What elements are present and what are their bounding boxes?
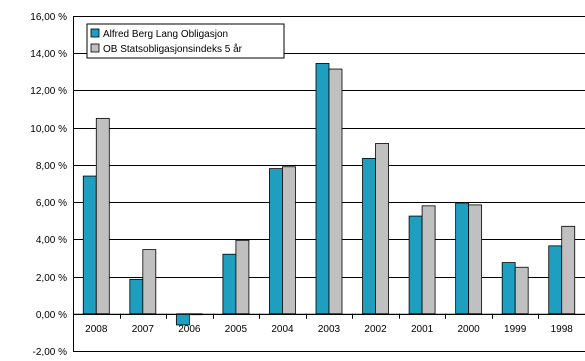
legend-label-series-2: OB Statsobligasjonsindeks 5 år bbox=[103, 43, 243, 55]
bar bbox=[315, 63, 330, 315]
x-tick-label: 2006 bbox=[178, 324, 201, 335]
bars-layer bbox=[82, 63, 576, 326]
y-tick-label: 6,00 % bbox=[36, 198, 67, 209]
x-tick-label: 1998 bbox=[551, 324, 574, 335]
y-tick-label: -2,00 % bbox=[33, 347, 68, 356]
y-tick-label: 8,00 % bbox=[36, 161, 67, 172]
bar bbox=[514, 266, 529, 315]
x-tick-label: 2002 bbox=[364, 324, 387, 335]
bar bbox=[408, 215, 423, 315]
x-tick-label: 2007 bbox=[132, 324, 155, 335]
bar bbox=[282, 166, 296, 315]
bar bbox=[548, 245, 563, 315]
y-tick-label: 4,00 % bbox=[36, 235, 67, 246]
x-tick-label: 2005 bbox=[225, 324, 248, 335]
legend-label-series-1: Alfred Berg Lang Obligasjon bbox=[103, 29, 228, 40]
bar bbox=[82, 175, 97, 315]
axis-layer: -2,00 % 0,00 % 2,00 % 4,00 % 6,00 % 8,00 % 10,… bbox=[30, 12, 585, 358]
bar bbox=[129, 278, 144, 315]
bar bbox=[421, 205, 436, 315]
bar bbox=[501, 262, 516, 315]
x-tick-label: 2004 bbox=[271, 324, 294, 335]
x-tick-label: 2000 bbox=[458, 324, 481, 335]
bar bbox=[455, 202, 470, 315]
bar bbox=[362, 157, 376, 315]
bar bbox=[468, 204, 483, 315]
legend-swatch-series-2 bbox=[90, 43, 100, 53]
y-tick-label: 0,00 % bbox=[36, 310, 67, 321]
bar bbox=[328, 68, 343, 315]
legend: Alfred Berg Lang Obligasjon OB Statsobli… bbox=[86, 23, 285, 59]
bar bbox=[269, 168, 283, 315]
bar bbox=[222, 253, 237, 315]
x-tick-label: 1999 bbox=[504, 324, 527, 335]
legend-box bbox=[86, 23, 285, 59]
y-tick-label: 12,00 % bbox=[30, 86, 67, 97]
bar bbox=[95, 117, 110, 315]
y-tick-label: 16,00 % bbox=[30, 12, 67, 23]
bar bbox=[235, 239, 250, 315]
legend-swatch-series-1 bbox=[90, 28, 100, 38]
x-tick-label: 2001 bbox=[411, 324, 434, 335]
bar bbox=[375, 143, 389, 315]
x-tick-label: 2003 bbox=[318, 324, 341, 335]
y-tick-label: 2,00 % bbox=[36, 273, 67, 284]
bar bbox=[561, 225, 576, 315]
x-tick-label: 2008 bbox=[85, 324, 108, 335]
y-tick-label: 14,00 % bbox=[30, 49, 67, 60]
y-tick-label: 10,00 % bbox=[30, 124, 67, 135]
bar bbox=[142, 249, 157, 315]
